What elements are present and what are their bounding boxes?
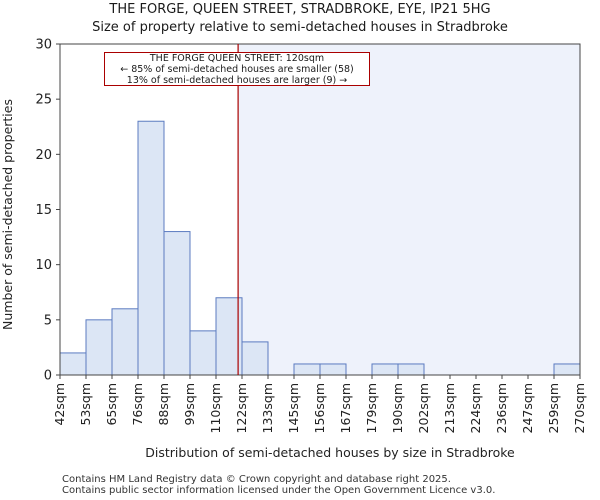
x-tick-label-202sqm: 202sqm xyxy=(416,383,431,433)
x-tick-label-122sqm: 122sqm xyxy=(234,383,249,433)
x-tick-label-65sqm: 65sqm xyxy=(104,383,119,426)
x-tick-label-42sqm: 42sqm xyxy=(52,383,67,426)
x-tick-label-167sqm: 167sqm xyxy=(338,383,353,433)
y-tick-label-25: 25 xyxy=(35,93,52,108)
bar-99sqm xyxy=(189,330,217,376)
y-tick-label-15: 15 xyxy=(35,203,52,218)
bar-76sqm xyxy=(137,120,165,376)
bar-190sqm xyxy=(397,363,425,376)
x-tick-label-179sqm: 179sqm xyxy=(364,383,379,433)
chart-title: THE FORGE, QUEEN STREET, STRADBROKE, EYE… xyxy=(109,2,491,17)
x-tick-label-110sqm: 110sqm xyxy=(208,383,223,433)
x-tick-label-259sqm: 259sqm xyxy=(546,383,561,433)
chart-subtitle: Size of property relative to semi-detach… xyxy=(92,20,508,35)
bar-156sqm xyxy=(319,363,347,376)
annotation-line-3: 13% of semi-detached houses are larger (… xyxy=(126,75,348,86)
footer-licence: Contains public sector information licen… xyxy=(62,485,496,496)
x-tick-label-213sqm: 213sqm xyxy=(442,383,457,433)
annotation-line-2: ← 85% of semi-detached houses are smalle… xyxy=(120,64,354,75)
y-axis-label: Number of semi-detached properties xyxy=(0,99,15,330)
x-tick-label-236sqm: 236sqm xyxy=(494,383,509,433)
bar-53sqm xyxy=(85,319,113,376)
bar-145sqm xyxy=(293,363,321,376)
x-tick-label-145sqm: 145sqm xyxy=(286,383,301,433)
x-tick-label-99sqm: 99sqm xyxy=(182,383,197,426)
property-annotation: THE FORGE QUEEN STREET: 120sqm ← 85% of … xyxy=(104,52,370,86)
x-tick-label-270sqm: 270sqm xyxy=(572,383,587,433)
y-tick-label-20: 20 xyxy=(35,148,52,163)
bar-65sqm xyxy=(111,308,139,376)
y-tick-label-0: 0 xyxy=(44,369,52,384)
x-tick-label-133sqm: 133sqm xyxy=(260,383,275,433)
x-tick-label-88sqm: 88sqm xyxy=(156,383,171,426)
y-tick-label-5: 5 xyxy=(44,313,52,328)
x-tick-label-53sqm: 53sqm xyxy=(78,383,93,426)
y-tick-label-10: 10 xyxy=(35,258,52,273)
bar-42sqm xyxy=(59,352,87,376)
annotation-line-1: THE FORGE QUEEN STREET: 120sqm xyxy=(149,53,325,64)
bar-259sqm xyxy=(553,363,581,376)
bar-122sqm xyxy=(241,341,269,376)
x-axis-label: Distribution of semi-detached houses by … xyxy=(145,445,515,460)
larger-region-shade xyxy=(238,44,580,375)
bar-179sqm xyxy=(371,363,399,376)
x-tick-label-224sqm: 224sqm xyxy=(468,383,483,433)
x-tick-label-76sqm: 76sqm xyxy=(130,383,145,426)
footer-copyright: Contains HM Land Registry data © Crown c… xyxy=(62,474,451,485)
x-tick-label-156sqm: 156sqm xyxy=(312,383,327,433)
bar-88sqm xyxy=(163,231,191,376)
x-tick-label-247sqm: 247sqm xyxy=(520,383,535,433)
x-tick-label-190sqm: 190sqm xyxy=(390,383,405,433)
y-tick-label-30: 30 xyxy=(35,38,52,53)
